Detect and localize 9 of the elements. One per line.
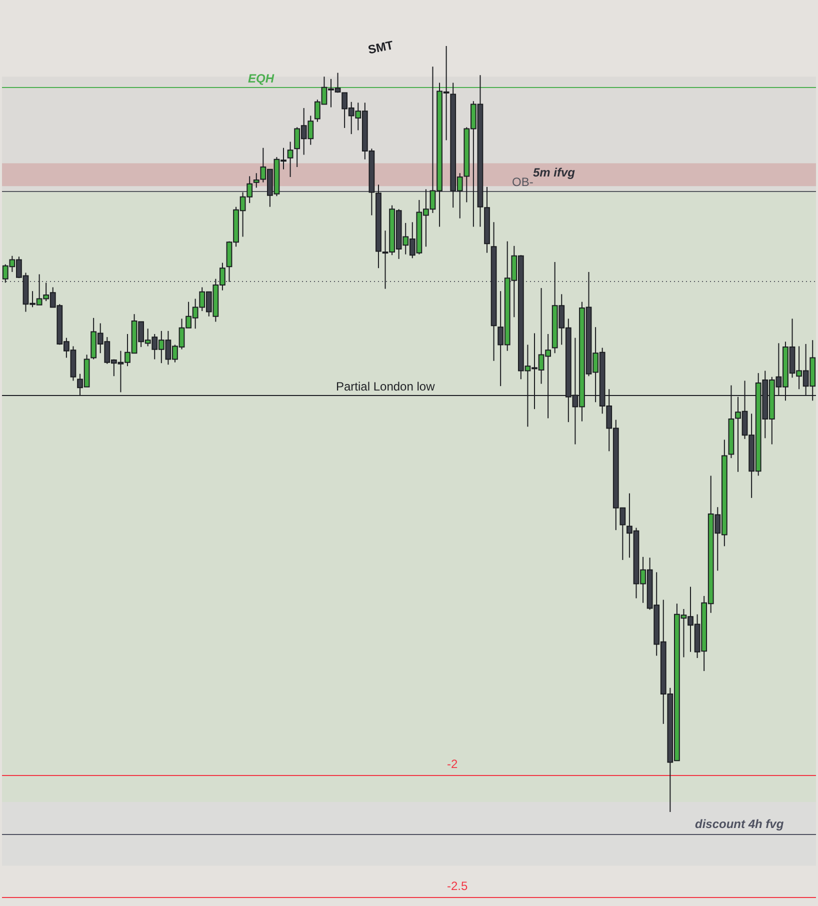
annotation: SMT <box>366 38 396 57</box>
annotation: -2 <box>447 757 458 771</box>
ref-line-label: discount 4h fvg <box>695 817 784 832</box>
candlestick <box>287 141 294 178</box>
text: -2.5 <box>447 879 468 893</box>
ref-line-label: Partial London low <box>336 379 436 394</box>
ref-line-label: EQH <box>248 71 274 86</box>
band-label: 5m ifvg <box>533 166 576 180</box>
ref-line-label: OB- <box>512 174 534 189</box>
